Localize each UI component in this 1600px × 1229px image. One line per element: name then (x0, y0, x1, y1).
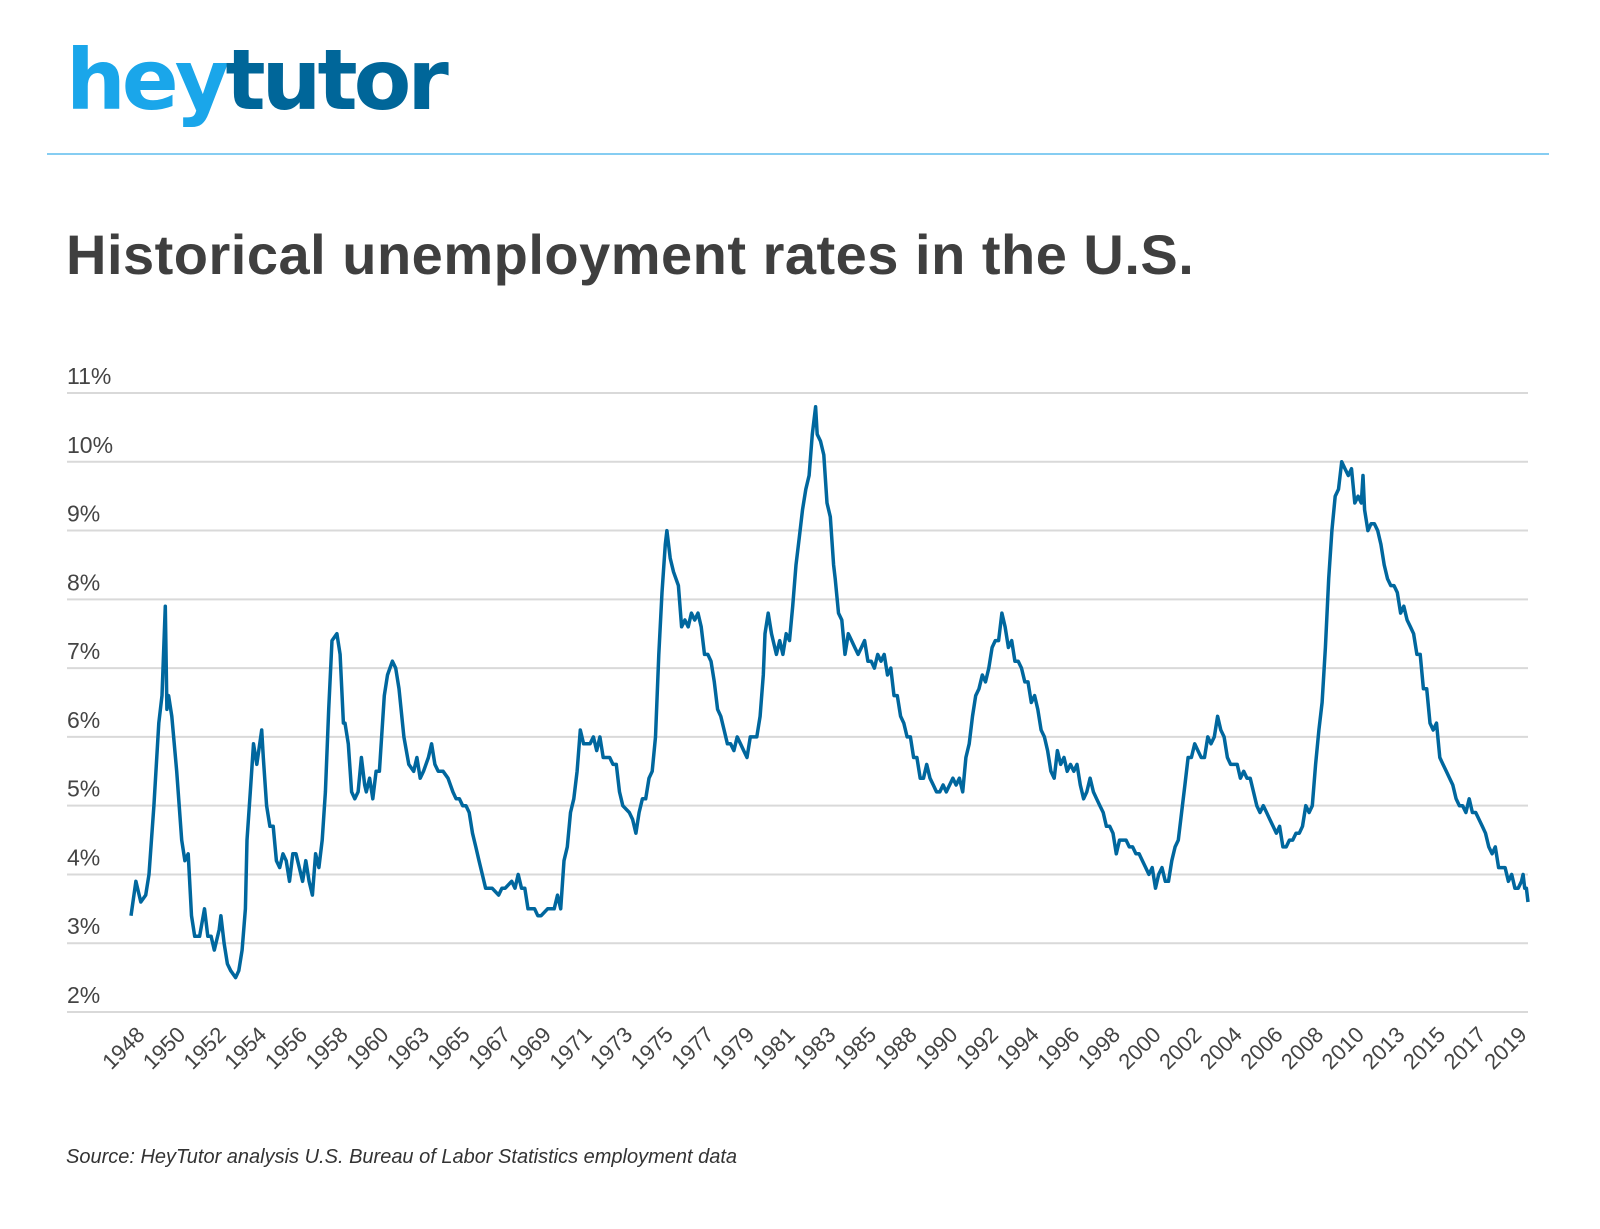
source-note: Source: HeyTutor analysis U.S. Bureau of… (66, 1146, 738, 1168)
y-tick-label: 3% (67, 913, 100, 939)
y-tick-label: 11% (67, 363, 111, 389)
x-tick-label: 1983 (788, 1022, 840, 1074)
y-tick-label: 8% (67, 569, 100, 595)
x-tick-label: 1977 (666, 1022, 718, 1074)
x-tick-label: 2017 (1439, 1022, 1491, 1074)
x-tick-label: 1973 (585, 1022, 637, 1074)
x-tick-label: 2002 (1154, 1022, 1206, 1074)
y-tick-label: 10% (67, 432, 113, 458)
x-tick-label: 1956 (260, 1022, 312, 1074)
x-tick-label: 1967 (463, 1022, 515, 1074)
y-tick-label: 2% (67, 982, 100, 1008)
x-tick-label: 1960 (341, 1022, 393, 1074)
x-tick-label: 2008 (1276, 1022, 1328, 1074)
x-tick-label: 1981 (748, 1022, 800, 1074)
x-tick-label: 1948 (97, 1022, 149, 1074)
x-tick-label: 2019 (1479, 1022, 1531, 1074)
x-tick-label: 1969 (504, 1022, 556, 1074)
x-axis-labels: 1948195019521954195619581960196319651967… (97, 1022, 1531, 1074)
x-tick-label: 2006 (1235, 1022, 1287, 1074)
x-tick-label: 1996 (1032, 1022, 1084, 1074)
y-tick-label: 4% (67, 844, 100, 870)
unemployment-rate-line (129, 405, 1530, 980)
chart-title: Historical unemployment rates in the U.S… (66, 223, 1195, 286)
x-tick-label: 2013 (1357, 1022, 1409, 1074)
y-tick-label: 9% (67, 501, 100, 527)
gridlines (67, 392, 1528, 1013)
x-tick-label: 1985 (829, 1022, 881, 1074)
x-tick-label: 1954 (219, 1022, 271, 1074)
y-tick-label: 6% (67, 707, 100, 733)
x-tick-label: 2015 (1398, 1022, 1450, 1074)
x-tick-label: 1963 (382, 1022, 434, 1074)
x-tick-label: 1979 (707, 1022, 759, 1074)
x-tick-label: 1975 (626, 1022, 678, 1074)
x-tick-label: 1971 (544, 1022, 596, 1074)
x-tick-label: 1994 (991, 1022, 1043, 1074)
heytutor-logo: heytutor (66, 38, 449, 122)
y-tick-label: 5% (67, 776, 100, 802)
x-tick-label: 1990 (910, 1022, 962, 1074)
x-tick-label: 2000 (1113, 1022, 1165, 1074)
x-tick-label: 2010 (1317, 1022, 1369, 1074)
header-divider (47, 153, 1549, 155)
logo-tutor: tutor (225, 31, 449, 129)
x-tick-label: 1952 (179, 1022, 231, 1074)
x-tick-label: 2004 (1195, 1022, 1247, 1074)
y-axis-labels: 2% 3% 4% 5% 6% 7% 8% 9% 10% 11% (67, 363, 113, 1008)
x-tick-label: 1992 (951, 1022, 1003, 1074)
logo-hey: hey (66, 31, 230, 129)
x-tick-label: 1988 (870, 1022, 922, 1074)
y-tick-label: 7% (67, 638, 100, 664)
x-tick-label: 1965 (422, 1022, 474, 1074)
x-tick-label: 1998 (1073, 1022, 1125, 1074)
x-tick-label: 1958 (300, 1022, 352, 1074)
x-tick-label: 1950 (138, 1022, 190, 1074)
